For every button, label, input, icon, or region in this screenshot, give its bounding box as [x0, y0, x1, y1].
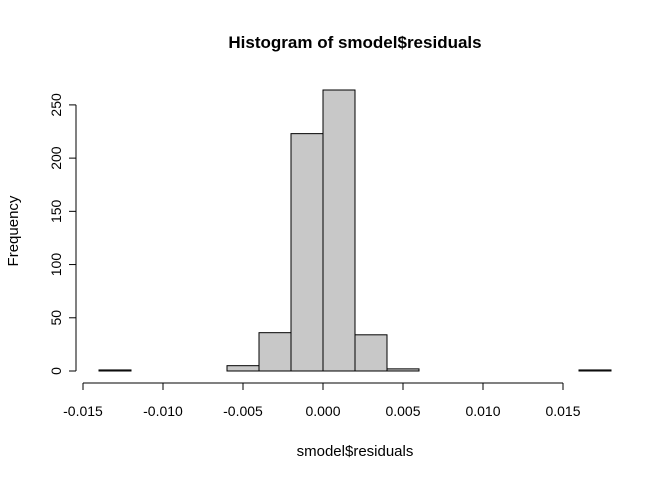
- x-tick-label: 0.000: [305, 403, 340, 419]
- y-tick-label: 250: [48, 93, 64, 117]
- x-tick-label: -0.015: [63, 403, 103, 419]
- x-tick-label: -0.010: [143, 403, 183, 419]
- y-axis: 0 50 100 150 200 250: [48, 93, 77, 375]
- x-tick-label: -0.005: [223, 403, 263, 419]
- x-tick-label: 0.005: [385, 403, 420, 419]
- histogram-bar: [354, 334, 388, 372]
- y-tick-label: 200: [48, 146, 64, 170]
- histogram-bar: [226, 365, 260, 372]
- y-tick-label: 100: [48, 253, 64, 277]
- y-tick-label: 50: [48, 310, 64, 326]
- bars-group: [98, 89, 612, 372]
- y-axis-label: Frequency: [5, 195, 22, 266]
- y-tick-label: 150: [48, 199, 64, 223]
- histogram-bar: [322, 89, 356, 372]
- x-tick-label: 0.015: [545, 403, 580, 419]
- x-axis-label: smodel$residuals: [297, 443, 414, 460]
- chart-title: Histogram of smodel$residuals: [228, 33, 481, 52]
- x-tick-label: 0.010: [465, 403, 500, 419]
- histogram-bar: [578, 369, 612, 372]
- histogram-bar: [258, 332, 292, 372]
- histogram-bar: [98, 369, 132, 372]
- y-tick-label: 0: [48, 367, 64, 375]
- histogram-bar: [386, 368, 420, 372]
- x-axis: -0.015 -0.010 -0.005 0.000 0.005 0.010 0.015: [63, 382, 581, 419]
- histogram-bar: [290, 133, 324, 372]
